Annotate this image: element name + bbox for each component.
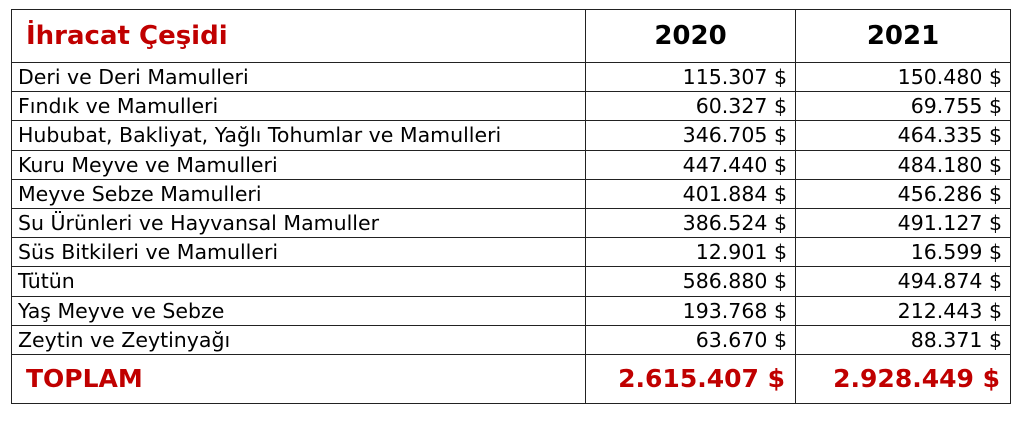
row-label: Fındık ve Mamulleri [11,91,586,122]
value-2020: 386.524 $ [585,207,796,239]
column-header-export-type: İhracat Çeşidi [11,9,586,63]
row-label: Yaş Meyve ve Sebze [11,295,586,326]
value-2021: 150.480 $ [795,61,1011,93]
value-2021: 212.443 $ [795,295,1011,326]
value-2021: 16.599 $ [795,237,1011,268]
export-table-container: İhracat Çeşidi 2020 2021 Deri ve Deri Ma… [11,9,1011,404]
value-2020: 586.880 $ [585,266,796,297]
table-row: Deri ve Deri Mamulleri 115.307 $ 150.480… [11,61,1011,93]
row-label: Zeytin ve Zeytinyağı [11,324,586,355]
value-2020: 401.884 $ [585,178,796,209]
column-header-2021: 2021 [795,9,1011,63]
value-2021: 491.127 $ [795,207,1011,239]
value-2021: 494.874 $ [795,266,1011,297]
value-2020: 346.705 $ [585,120,796,151]
column-header-2020: 2020 [585,9,796,63]
value-2020: 60.327 $ [585,91,796,122]
table-row: Hububat, Bakliyat, Yağlı Tohumlar ve Mam… [11,120,1011,151]
value-2021: 484.180 $ [795,149,1011,180]
export-table: İhracat Çeşidi 2020 2021 Deri ve Deri Ma… [11,9,1011,404]
row-label: Deri ve Deri Mamulleri [11,61,586,93]
table-row: Kuru Meyve ve Mamulleri 447.440 $ 484.18… [11,149,1011,180]
row-label: Kuru Meyve ve Mamulleri [11,149,586,180]
value-2021: 456.286 $ [795,178,1011,209]
total-2021: 2.928.449 $ [795,353,1011,404]
table-row: Fındık ve Mamulleri 60.327 $ 69.755 $ [11,91,1011,122]
row-label: Su Ürünleri ve Hayvansal Mamuller [11,207,586,239]
table-row: Tütün 586.880 $ 494.874 $ [11,266,1011,297]
value-2020: 115.307 $ [585,61,796,93]
table-row: Meyve Sebze Mamulleri 401.884 $ 456.286 … [11,178,1011,209]
table-header-row: İhracat Çeşidi 2020 2021 [11,9,1011,63]
row-label: Süs Bitkileri ve Mamulleri [11,237,586,268]
table-row: Yaş Meyve ve Sebze 193.768 $ 212.443 $ [11,295,1011,326]
table-row: Süs Bitkileri ve Mamulleri 12.901 $ 16.5… [11,237,1011,268]
value-2020: 193.768 $ [585,295,796,326]
row-label: Meyve Sebze Mamulleri [11,178,586,209]
value-2020: 447.440 $ [585,149,796,180]
row-label: Tütün [11,266,586,297]
value-2021: 464.335 $ [795,120,1011,151]
total-row: TOPLAM 2.615.407 $ 2.928.449 $ [11,353,1011,404]
table-row: Zeytin ve Zeytinyağı 63.670 $ 88.371 $ [11,324,1011,355]
total-2020: 2.615.407 $ [585,353,796,404]
value-2021: 69.755 $ [795,91,1011,122]
value-2020: 12.901 $ [585,237,796,268]
table-row: Su Ürünleri ve Hayvansal Mamuller 386.52… [11,207,1011,239]
row-label: Hububat, Bakliyat, Yağlı Tohumlar ve Mam… [11,120,586,151]
value-2020: 63.670 $ [585,324,796,355]
total-label: TOPLAM [11,353,586,404]
value-2021: 88.371 $ [795,324,1011,355]
